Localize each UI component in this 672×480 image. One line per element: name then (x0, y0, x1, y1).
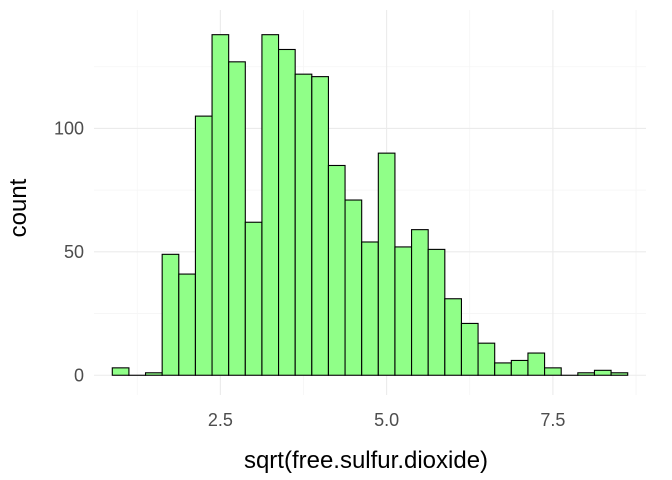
histogram-bar (278, 48, 296, 376)
histogram-bar (361, 241, 379, 376)
histogram-bar (411, 229, 429, 376)
y-tick-label: 0 (74, 365, 84, 385)
histogram-bar (211, 34, 230, 376)
histogram-bar (161, 253, 180, 376)
histogram-bar (377, 152, 396, 376)
x-tick-label: 7.5 (540, 410, 565, 430)
y-axis-title: count (5, 178, 32, 237)
histogram-bar (460, 322, 479, 376)
histogram-bar (394, 246, 413, 376)
histogram-bar (327, 164, 346, 376)
histogram-bar (494, 362, 512, 376)
histogram-bar (544, 367, 562, 376)
histogram-bar (261, 34, 280, 376)
histogram-bar (593, 369, 612, 376)
histogram-bar (444, 298, 462, 376)
histogram-bar (194, 115, 213, 376)
y-axis-tick-labels: 0 50 100 (54, 118, 84, 385)
histogram-bar (178, 273, 196, 376)
histogram-bar (344, 199, 363, 376)
histogram-bar (228, 61, 246, 376)
histogram-bar (244, 221, 263, 376)
x-tick-label: 2.5 (208, 410, 233, 430)
x-axis-title: sqrt(free.sulfur.dioxide) (244, 447, 488, 474)
x-axis-tick-labels: 2.5 5.0 7.5 (208, 410, 566, 430)
histogram-bar (610, 372, 629, 376)
histogram-bar (111, 367, 130, 376)
histogram-bar (477, 342, 496, 376)
x-tick-label: 5.0 (374, 410, 399, 430)
histogram-bar (144, 372, 163, 376)
histogram-bar (510, 359, 529, 376)
y-tick-label: 100 (54, 118, 84, 138)
histogram-bars (111, 34, 629, 376)
histogram-bar (527, 352, 546, 376)
histogram-bar (577, 372, 596, 376)
histogram-bar (427, 248, 446, 376)
histogram-bar (311, 76, 329, 376)
y-tick-label: 50 (64, 242, 84, 262)
histogram-bar (294, 73, 313, 376)
